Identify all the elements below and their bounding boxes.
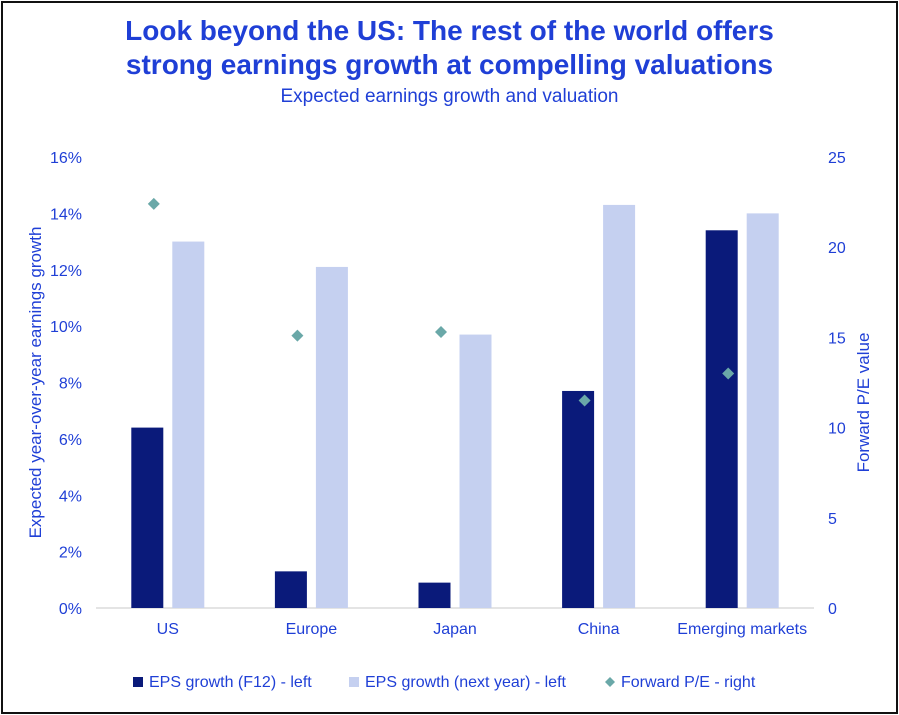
bar-eps-f12 bbox=[274, 571, 307, 608]
y-left-tick-label: 10% bbox=[50, 319, 82, 336]
y-right-tick-label: 25 bbox=[828, 150, 846, 167]
legend-label: EPS growth (next year) - left bbox=[365, 674, 567, 691]
x-tick-label: Europe bbox=[286, 621, 338, 638]
y-axis-left-label: Expected year-over-year earnings growth bbox=[26, 227, 45, 539]
bar-eps-next-year bbox=[459, 334, 492, 608]
legend-swatch-forward-pe bbox=[605, 677, 615, 687]
bar-eps-next-year bbox=[603, 204, 636, 608]
bar-eps-next-year bbox=[746, 213, 779, 608]
marker-forward-pe bbox=[435, 325, 447, 338]
bar-eps-f12 bbox=[131, 427, 164, 608]
chart-subtitle: Expected earnings growth and valuation bbox=[280, 86, 619, 107]
y-axis-left-ticks: 0% 2% 4% 6% 8% 10% 12% 14% 16% bbox=[50, 150, 82, 618]
pe-markers bbox=[147, 197, 735, 407]
y-left-tick-label: 12% bbox=[50, 263, 82, 280]
x-axis-ticks: US Europe Japan China Emerging markets bbox=[157, 621, 807, 638]
y-axis-right-label: Forward P/E value bbox=[854, 333, 873, 473]
y-left-tick-label: 16% bbox=[50, 150, 82, 167]
chart-title: Look beyond the US: The rest of the worl… bbox=[0, 14, 899, 82]
y-left-tick-label: 2% bbox=[59, 545, 82, 562]
bar-eps-f12 bbox=[418, 582, 451, 608]
chart-title-line-1: Look beyond the US: The rest of the worl… bbox=[125, 15, 774, 46]
legend-swatch-eps-f12 bbox=[133, 677, 143, 687]
y-right-tick-label: 10 bbox=[828, 421, 846, 438]
y-left-tick-label: 0% bbox=[59, 601, 82, 618]
x-tick-label: US bbox=[157, 621, 179, 638]
y-left-tick-label: 8% bbox=[59, 376, 82, 393]
bar-eps-f12 bbox=[562, 390, 595, 608]
bar-eps-f12 bbox=[705, 230, 738, 608]
legend-swatch-eps-next-year bbox=[349, 677, 359, 687]
marker-forward-pe bbox=[722, 367, 735, 380]
y-right-tick-label: 20 bbox=[828, 240, 846, 257]
bars bbox=[131, 204, 779, 608]
y-left-tick-label: 14% bbox=[50, 206, 82, 223]
legend: EPS growth (F12) - left EPS growth (next … bbox=[133, 674, 756, 691]
marker-forward-pe bbox=[147, 197, 160, 210]
y-left-tick-label: 4% bbox=[59, 488, 82, 505]
y-right-tick-label: 0 bbox=[828, 601, 837, 618]
legend-label: Forward P/E - right bbox=[621, 674, 756, 691]
bar-eps-next-year bbox=[315, 266, 348, 608]
y-axis-right-ticks: 0 5 10 15 20 25 bbox=[828, 150, 846, 618]
y-left-tick-label: 6% bbox=[59, 432, 82, 449]
legend-label: EPS growth (F12) - left bbox=[149, 674, 312, 691]
y-right-tick-label: 15 bbox=[828, 330, 846, 347]
bar-eps-next-year bbox=[172, 241, 205, 608]
x-tick-label: China bbox=[578, 621, 620, 638]
x-tick-label: Emerging markets bbox=[677, 621, 807, 638]
marker-forward-pe bbox=[578, 394, 591, 407]
marker-forward-pe bbox=[291, 329, 304, 342]
y-right-tick-label: 5 bbox=[828, 511, 837, 528]
chart-title-line-2: strong earnings growth at compelling val… bbox=[125, 49, 774, 80]
x-tick-label: Japan bbox=[433, 621, 477, 638]
